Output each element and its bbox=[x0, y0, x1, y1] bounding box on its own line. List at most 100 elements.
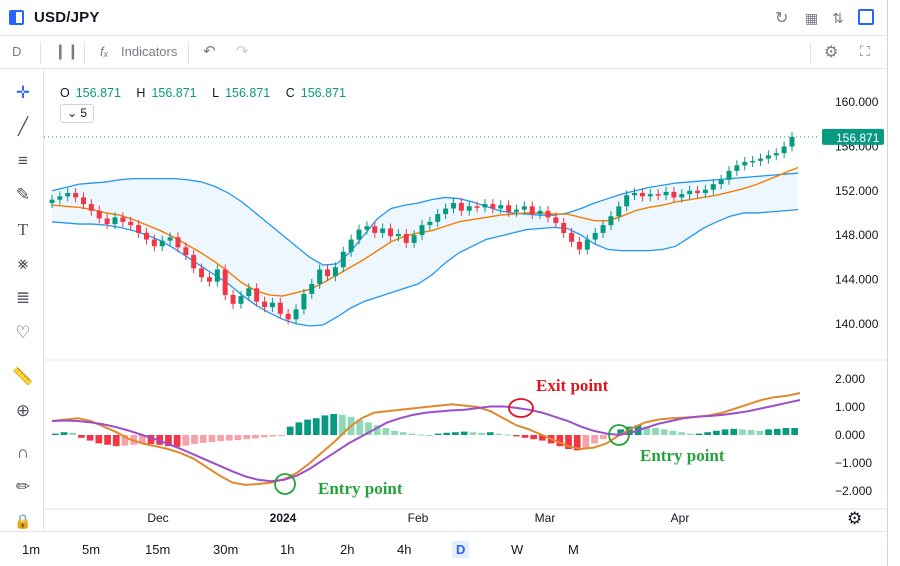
histogram-bar bbox=[321, 415, 329, 435]
candle-body bbox=[57, 196, 63, 200]
timeframe-5m[interactable]: 5m bbox=[82, 542, 101, 557]
histogram-bar bbox=[678, 432, 685, 435]
candle-body bbox=[151, 239, 157, 247]
histogram-bar bbox=[95, 435, 103, 444]
undo-icon[interactable]: ↶ bbox=[203, 43, 216, 60]
candle-body bbox=[206, 277, 212, 282]
histogram-bar bbox=[643, 426, 651, 435]
candle-body bbox=[269, 302, 275, 308]
price-axis-label: 144.000 bbox=[835, 272, 879, 286]
candle-body bbox=[254, 288, 260, 302]
ruler-icon[interactable]: 📏 bbox=[12, 367, 34, 386]
horizontal-lines-icon[interactable]: ≡ bbox=[18, 151, 28, 170]
interval-button[interactable]: D bbox=[12, 44, 22, 59]
histogram-bar bbox=[165, 435, 172, 447]
pattern-icon[interactable]: ⨳ bbox=[17, 254, 29, 273]
chart-canvas[interactable]: 160.000156.000152.000148.000144.000140.0… bbox=[0, 0, 888, 531]
settings-gear-icon[interactable]: ⚙ bbox=[824, 44, 839, 61]
symbol-name[interactable]: USD/JPY bbox=[34, 9, 100, 26]
brush-icon[interactable]: ✎ bbox=[15, 185, 31, 204]
timeframe-1h[interactable]: 1h bbox=[280, 542, 295, 557]
fx-icon: fₓ bbox=[100, 44, 109, 59]
time-axis-label: Dec bbox=[147, 511, 168, 525]
oscillator-axis-label: 2.000 bbox=[835, 372, 865, 386]
histogram-bar bbox=[339, 414, 346, 435]
histogram-bar bbox=[269, 435, 277, 437]
candle-body bbox=[758, 158, 764, 161]
candle-body bbox=[789, 136, 795, 147]
candle-body bbox=[246, 288, 252, 297]
refresh-icon[interactable]: ↻ bbox=[775, 10, 789, 27]
candle-body bbox=[159, 240, 165, 247]
histogram-bar bbox=[782, 428, 790, 435]
indicator-period-toggle[interactable]: ⌄ 5 bbox=[60, 104, 94, 123]
histogram-bar bbox=[756, 430, 764, 435]
timeframe-1m[interactable]: 1m bbox=[22, 542, 41, 557]
fib-icon[interactable]: ≣ bbox=[15, 288, 31, 307]
zoom-in-icon[interactable]: ⊕ bbox=[15, 401, 31, 420]
low-value: 156.871 bbox=[225, 86, 271, 100]
timeframe-30m[interactable]: 30m bbox=[213, 542, 239, 557]
timeframe-m[interactable]: M bbox=[568, 542, 579, 557]
candle-body bbox=[506, 205, 512, 212]
candle-body bbox=[403, 234, 409, 243]
candle-body bbox=[632, 193, 638, 196]
candle-body bbox=[309, 283, 315, 294]
histogram-bar bbox=[573, 435, 581, 451]
lock-icon[interactable]: 🔒 bbox=[14, 513, 32, 529]
histogram-bar bbox=[495, 433, 503, 435]
histogram-bar bbox=[704, 432, 712, 435]
histogram-bar bbox=[365, 422, 372, 435]
candle-body bbox=[96, 210, 102, 219]
open-value: 156.871 bbox=[75, 86, 121, 100]
histogram-bar bbox=[408, 433, 416, 435]
title-bar: USD/JPY ↻ ▦ ⇅ bbox=[0, 0, 888, 36]
histogram-bar bbox=[147, 435, 155, 444]
crosshair-icon[interactable]: ✛ bbox=[15, 83, 31, 102]
candle-body bbox=[513, 209, 519, 212]
pencil-lock-icon[interactable]: ✏ bbox=[15, 477, 31, 496]
histogram-bar bbox=[234, 435, 242, 441]
sidebar-toggle-icon[interactable] bbox=[858, 9, 874, 25]
candle-body bbox=[317, 269, 323, 284]
candle-body bbox=[750, 160, 756, 163]
fullscreen-icon[interactable]: ⛶ bbox=[860, 43, 870, 59]
top-toolbar: D ❙❙ fₓ Indicators ↶ ↷ ⚙ ⛶ bbox=[0, 37, 888, 69]
timeframe-2h[interactable]: 2h bbox=[340, 542, 355, 557]
candle-body bbox=[702, 189, 708, 194]
histogram-bar bbox=[565, 435, 572, 449]
last-price-badge bbox=[822, 128, 884, 145]
histogram-bar bbox=[121, 435, 129, 446]
timeframe-d[interactable]: D bbox=[452, 541, 470, 558]
sort-icon[interactable]: ⇅ bbox=[832, 10, 844, 26]
time-axis-label: Apr bbox=[671, 511, 690, 525]
histogram-bar bbox=[512, 435, 520, 437]
candle-body bbox=[781, 146, 787, 154]
text-tool-icon[interactable]: T bbox=[17, 220, 29, 239]
histogram-bar bbox=[399, 432, 407, 435]
histogram-bar bbox=[652, 428, 659, 435]
timeframe-4h[interactable]: 4h bbox=[397, 542, 412, 557]
candle-body bbox=[529, 206, 535, 215]
redo-icon[interactable]: ↷ bbox=[236, 43, 249, 60]
timeframe-15m[interactable]: 15m bbox=[145, 542, 171, 557]
trendline-icon[interactable]: ╱ bbox=[17, 117, 29, 136]
axis-settings-icon[interactable]: ⚙ bbox=[847, 509, 862, 528]
candle-body bbox=[293, 309, 299, 320]
candle-body bbox=[120, 217, 126, 222]
grid-layout-icon[interactable]: ▦ bbox=[805, 10, 819, 26]
candle-body bbox=[490, 204, 496, 209]
histogram-bar bbox=[173, 435, 181, 447]
candle-body bbox=[325, 269, 331, 277]
favorites-heart-icon[interactable]: ♡ bbox=[15, 323, 31, 342]
candles-icon[interactable]: ❙❙ bbox=[54, 43, 80, 60]
symbol-panel-icon[interactable] bbox=[9, 10, 24, 25]
entry-point-marker bbox=[274, 473, 296, 495]
histogram-bar bbox=[669, 430, 677, 435]
timeframe-w[interactable]: W bbox=[511, 542, 524, 557]
magnet-icon[interactable]: ∩ bbox=[16, 443, 30, 462]
timeframe-bar: 1m 5m 15m 30m 1h 2h 4h D W M bbox=[0, 531, 888, 566]
indicators-button[interactable]: Indicators bbox=[121, 44, 178, 59]
histogram-bar bbox=[773, 428, 781, 435]
